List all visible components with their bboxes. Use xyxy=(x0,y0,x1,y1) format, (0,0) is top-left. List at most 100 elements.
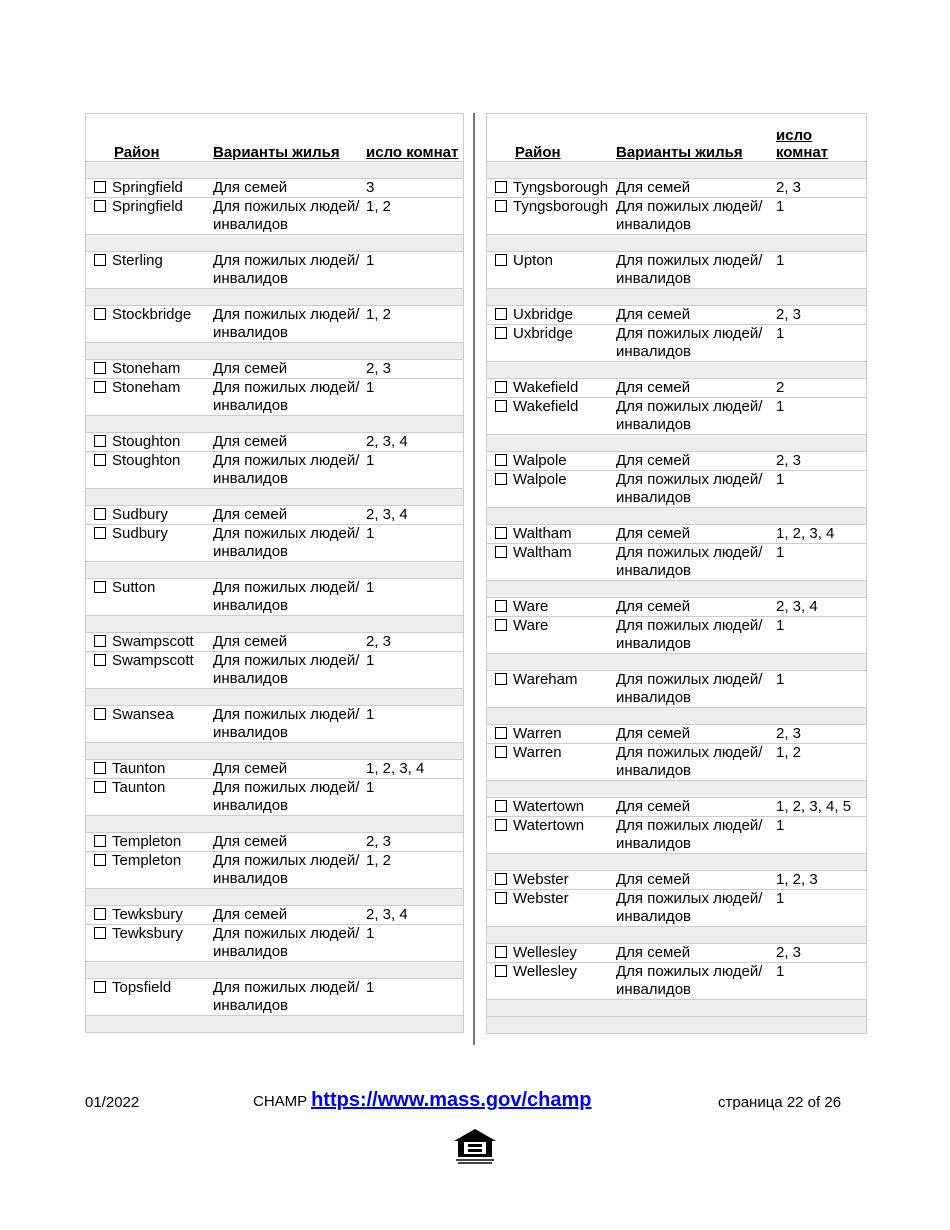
checkbox[interactable] xyxy=(94,708,106,720)
checkbox[interactable] xyxy=(495,819,507,831)
table-row: Sudbury Для семей 2, 3, 4 xyxy=(86,506,463,525)
room-count: 1 xyxy=(366,979,375,996)
room-count: 1, 2, 3 xyxy=(776,871,818,888)
housing-type: Для семей xyxy=(213,906,288,923)
table-row: Stockbridge Для пожилых людей/инвалидов 1,… xyxy=(86,306,463,343)
checkbox[interactable] xyxy=(495,746,507,758)
housing-type: Для семей xyxy=(213,760,288,777)
separator-row xyxy=(86,816,463,833)
table-row: Warren Для семей 2, 3 xyxy=(487,725,866,744)
district-name: Stoneham xyxy=(112,360,181,377)
checkbox[interactable] xyxy=(495,400,507,412)
checkbox[interactable] xyxy=(495,527,507,539)
checkbox[interactable] xyxy=(94,454,106,466)
separator-row xyxy=(86,889,463,906)
housing-type: Для пожилых людей/инвалидов xyxy=(616,198,763,233)
table-row: Sutton Для пожилых людей/инвалидов 1 xyxy=(86,579,463,616)
district-name: Taunton xyxy=(112,779,166,796)
checkbox[interactable] xyxy=(94,781,106,793)
checkbox[interactable] xyxy=(495,800,507,812)
district-name: Sudbury xyxy=(112,525,168,542)
district-name: Topsfield xyxy=(112,979,172,996)
room-count: 1, 2 xyxy=(366,198,392,215)
checkbox[interactable] xyxy=(495,965,507,977)
district-cell: Topsfield xyxy=(86,979,213,1015)
district-name: Swansea xyxy=(112,706,174,723)
checkbox[interactable] xyxy=(94,762,106,774)
district-name: Uxbridge xyxy=(513,325,574,342)
district-cell: Springfield xyxy=(86,198,213,234)
district-cell: Stoneham xyxy=(86,360,213,378)
checkbox[interactable] xyxy=(495,254,507,266)
checkbox[interactable] xyxy=(94,654,106,666)
equal-housing-icon xyxy=(450,1127,500,1171)
checkbox[interactable] xyxy=(495,308,507,320)
district-cell: Walpole xyxy=(487,452,616,470)
district-name: Walpole xyxy=(513,471,567,488)
checkbox[interactable] xyxy=(495,619,507,631)
checkbox[interactable] xyxy=(94,581,106,593)
table-row: Waltham Для семей 1, 2, 3, 4 xyxy=(487,525,866,544)
district-cell: Waltham xyxy=(487,525,616,543)
checkbox[interactable] xyxy=(94,308,106,320)
housing-type: Для пожилых людей/инвалидов xyxy=(213,452,360,487)
checkbox[interactable] xyxy=(495,381,507,393)
separator-row xyxy=(487,854,866,871)
district-name: Wakefield xyxy=(513,379,579,396)
district-name: Ware xyxy=(513,617,549,634)
separator-row xyxy=(86,343,463,360)
checkbox[interactable] xyxy=(495,600,507,612)
checkbox[interactable] xyxy=(94,254,106,266)
checkbox[interactable] xyxy=(94,927,106,939)
checkbox[interactable] xyxy=(94,908,106,920)
checkbox[interactable] xyxy=(495,727,507,739)
district-cell: Walpole xyxy=(487,471,616,507)
table-row: Tewksbury Для семей 2, 3, 4 xyxy=(86,906,463,925)
room-count: 1 xyxy=(776,198,785,215)
checkbox[interactable] xyxy=(495,473,507,485)
checkbox[interactable] xyxy=(94,508,106,520)
header-rooms-label: исло комнат xyxy=(776,127,829,161)
separator-row xyxy=(487,581,866,598)
checkbox[interactable] xyxy=(94,181,106,193)
checkbox[interactable] xyxy=(495,892,507,904)
separator-row xyxy=(86,289,463,306)
checkbox[interactable] xyxy=(94,527,106,539)
district-cell: Uxbridge xyxy=(487,325,616,361)
housing-type: Для пожилых людей/инвалидов xyxy=(616,744,763,779)
checkbox[interactable] xyxy=(495,546,507,558)
district-name: Tyngsborough xyxy=(513,179,609,196)
checkbox[interactable] xyxy=(94,200,106,212)
separator-row xyxy=(86,235,463,252)
checkbox[interactable] xyxy=(495,200,507,212)
room-count: 1 xyxy=(776,963,785,980)
checkbox[interactable] xyxy=(495,873,507,885)
table-row: Wareham Для пожилых людей/инвалидов 1 xyxy=(487,671,866,708)
district-cell: Ware xyxy=(487,617,616,653)
checkbox[interactable] xyxy=(495,181,507,193)
room-count: 2, 3 xyxy=(776,179,802,196)
footer-champ: CHAMP https://www.mass.gov/champ xyxy=(253,1089,592,1112)
checkbox[interactable] xyxy=(94,981,106,993)
room-count: 2, 3 xyxy=(776,452,802,469)
checkbox[interactable] xyxy=(94,835,106,847)
housing-type: Для пожилых людей/инвалидов xyxy=(213,306,360,341)
checkbox[interactable] xyxy=(94,854,106,866)
table-header: Район Варианты жилья исло комнат xyxy=(487,114,866,162)
checkbox[interactable] xyxy=(495,673,507,685)
room-count: 1 xyxy=(366,779,375,796)
district-cell: Warren xyxy=(487,744,616,780)
checkbox[interactable] xyxy=(495,327,507,339)
separator-row xyxy=(487,708,866,725)
housing-type: Для пожилых людей/инвалидов xyxy=(616,617,763,652)
checkbox[interactable] xyxy=(94,435,106,447)
table-row: Walpole Для пожилых людей/инвалидов 1 xyxy=(487,471,866,508)
checkbox[interactable] xyxy=(495,454,507,466)
separator-row xyxy=(487,1000,866,1017)
checkbox[interactable] xyxy=(94,635,106,647)
checkbox[interactable] xyxy=(94,362,106,374)
checkbox[interactable] xyxy=(495,946,507,958)
separator-row xyxy=(86,416,463,433)
champ-link[interactable]: https://www.mass.gov/champ xyxy=(311,1089,592,1111)
checkbox[interactable] xyxy=(94,381,106,393)
